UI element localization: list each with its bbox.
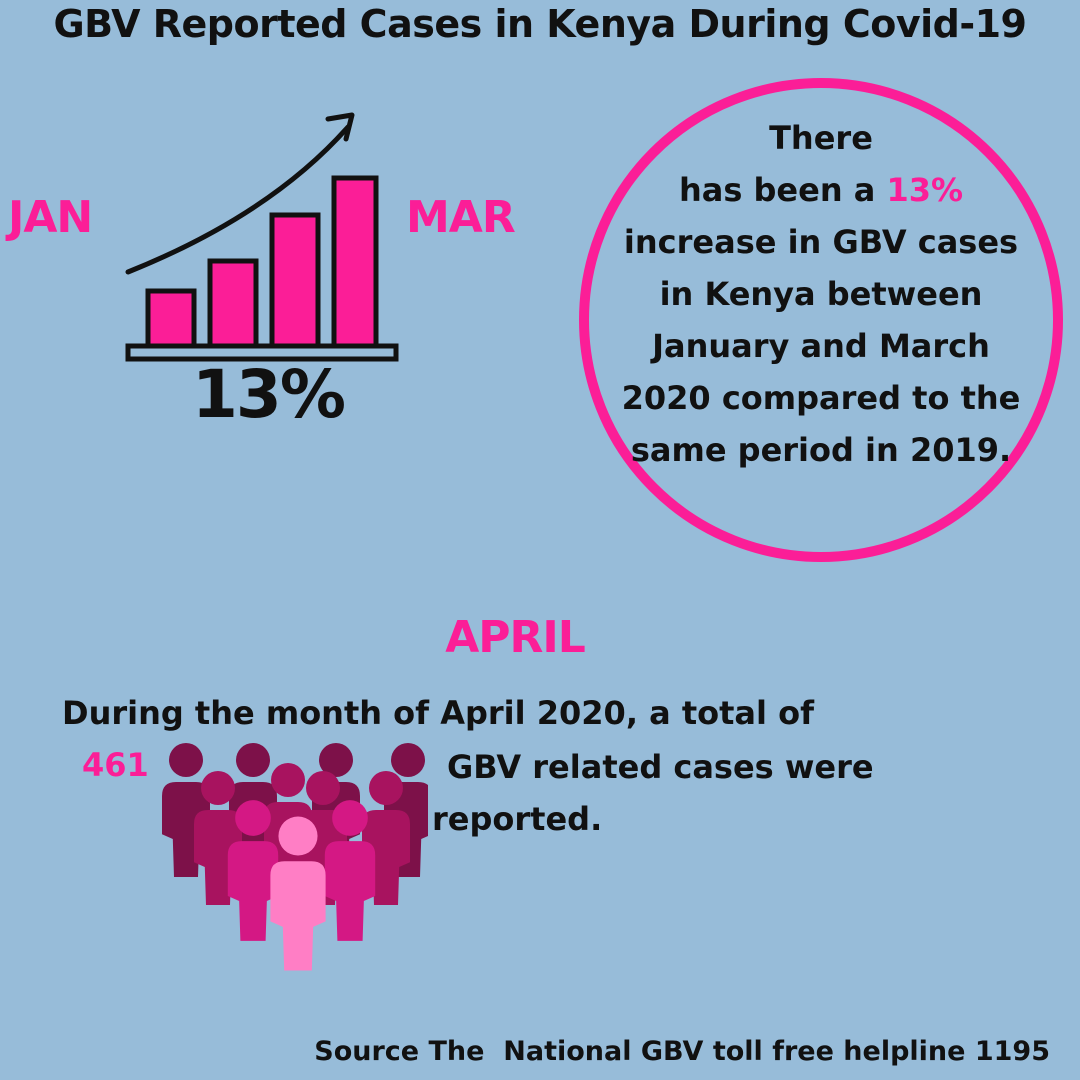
percent-label: 13% [192, 356, 346, 433]
highlight-percent: 13% [886, 171, 964, 209]
circle-line: has been a 13% [678, 171, 964, 209]
april-text-line3: reported. [432, 800, 603, 838]
april-text-line2: GBV related cases were [447, 748, 874, 786]
circle-line: increase in GBV cases [623, 223, 1019, 261]
circle-line: same period in 2019. [630, 431, 1012, 469]
circle-line: There [769, 119, 873, 157]
crowd-of-people-icon [162, 743, 428, 971]
highlight-circle [579, 78, 1063, 562]
mar-label: MAR [406, 192, 516, 243]
circle-line: January and March [652, 327, 990, 365]
case-count: 461 [82, 746, 149, 784]
page-title: GBV Reported Cases in Kenya During Covid… [53, 2, 1027, 46]
jan-label: JAN [8, 192, 93, 243]
circle-line: 2020 compared to the [621, 379, 1021, 417]
april-text-line1: During the month of April 2020, a total … [62, 694, 815, 732]
person-figure [227, 800, 279, 941]
person-figure [324, 800, 376, 941]
circle-line: in Kenya between [659, 275, 983, 313]
circle-statement: There has been a 13% increase in GBV cas… [590, 112, 1052, 476]
rising-bar-chart-icon [125, 112, 399, 362]
person-figure [270, 816, 326, 971]
source-credit: Source The National GBV toll free helpli… [314, 1036, 1050, 1067]
april-heading: APRIL [445, 612, 586, 663]
